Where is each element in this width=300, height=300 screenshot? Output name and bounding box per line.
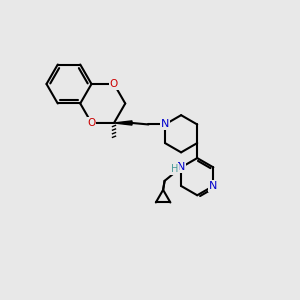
Text: O: O	[87, 118, 96, 128]
Text: H: H	[171, 164, 178, 174]
Text: N: N	[209, 181, 218, 191]
Text: N: N	[161, 119, 169, 130]
Text: N: N	[177, 162, 185, 172]
Polygon shape	[114, 121, 132, 125]
Text: O: O	[110, 79, 118, 89]
